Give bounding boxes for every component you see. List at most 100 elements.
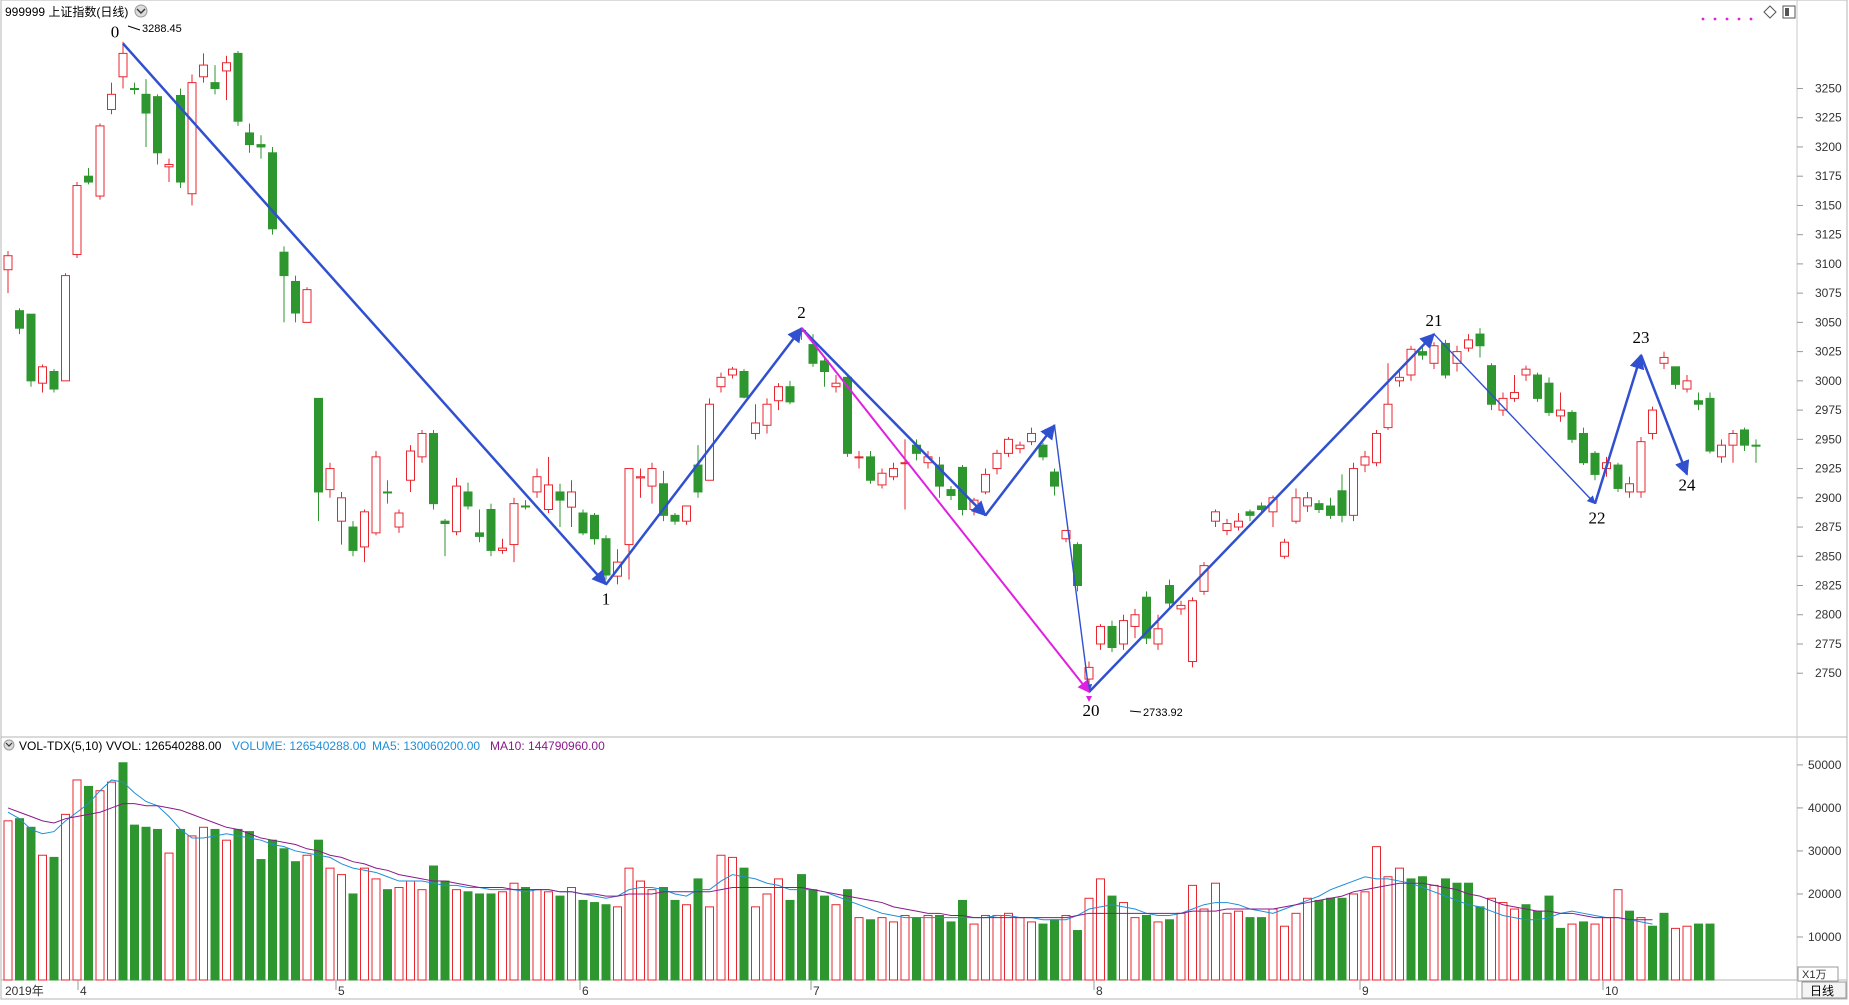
candle bbox=[49, 369, 59, 393]
candle bbox=[1349, 462, 1358, 522]
wave-segment bbox=[1593, 353, 1645, 505]
volume-bar bbox=[636, 880, 645, 981]
volume-bar bbox=[199, 826, 208, 981]
volume-bar bbox=[797, 874, 806, 981]
price-tick-label: 2775 bbox=[1815, 637, 1842, 651]
volume-bar bbox=[1015, 917, 1025, 981]
volume-bar bbox=[889, 921, 898, 981]
candle bbox=[1590, 451, 1600, 481]
candle bbox=[578, 509, 588, 536]
wave-segment bbox=[122, 42, 607, 586]
candle bbox=[371, 451, 381, 536]
candle bbox=[15, 308, 24, 335]
period-button[interactable] bbox=[1801, 981, 1847, 999]
candle bbox=[291, 275, 300, 323]
volume-bar bbox=[1349, 893, 1358, 981]
volume-axis: 50000 40000 30000 20000 10000 bbox=[1797, 758, 1842, 944]
candle bbox=[601, 535, 611, 580]
volume-bar bbox=[555, 895, 565, 981]
price-tick-label: 3000 bbox=[1815, 374, 1842, 388]
volume-bar bbox=[601, 904, 611, 981]
price-tick-label: 3175 bbox=[1815, 169, 1842, 183]
volume-bar bbox=[1222, 912, 1232, 981]
volume-bar bbox=[49, 856, 59, 981]
candle bbox=[1222, 518, 1232, 536]
candle bbox=[762, 398, 772, 434]
title-dropdown-icon[interactable] bbox=[134, 4, 148, 18]
volume-bar bbox=[38, 854, 47, 981]
volume-bar bbox=[866, 919, 875, 981]
candle bbox=[1464, 334, 1473, 352]
candle bbox=[118, 41, 128, 89]
candle bbox=[486, 503, 496, 557]
candle bbox=[1533, 372, 1542, 402]
volume-bar bbox=[1257, 917, 1266, 981]
wave-segment bbox=[1088, 332, 1436, 693]
panel-toggle-icon[interactable] bbox=[1782, 5, 1796, 19]
candle bbox=[1625, 476, 1634, 498]
volume-bar bbox=[1544, 895, 1554, 981]
volume-bar bbox=[992, 914, 1002, 981]
candle bbox=[1130, 608, 1140, 639]
volume-bar bbox=[1153, 921, 1163, 981]
price-tick-label: 2825 bbox=[1815, 579, 1842, 593]
candle bbox=[337, 491, 346, 545]
candle bbox=[1510, 375, 1519, 402]
volume-bar bbox=[233, 828, 243, 981]
ma5-line bbox=[7, 779, 1653, 925]
candle bbox=[95, 123, 105, 200]
indicator-name: VOL-TDX(5,10) bbox=[19, 739, 102, 753]
volume-bar bbox=[371, 878, 381, 981]
volume-bar bbox=[1475, 906, 1485, 981]
price-tick-label: 3050 bbox=[1815, 315, 1842, 329]
volume-tick-label: 50000 bbox=[1808, 758, 1842, 772]
volume-bar bbox=[1073, 930, 1082, 981]
volume-bar bbox=[429, 865, 438, 981]
time-label: 9 bbox=[1362, 984, 1369, 998]
volume-bar bbox=[716, 854, 726, 981]
candle bbox=[889, 462, 898, 481]
price-axis: 3250 3225 3200 3175 3150 3125 3100 3075 3050 3025… bbox=[1797, 81, 1842, 680]
volume-bar bbox=[774, 878, 783, 981]
volume-bar bbox=[1303, 897, 1312, 981]
volume-bar bbox=[854, 917, 864, 981]
candle bbox=[1475, 328, 1485, 358]
volume-bar bbox=[95, 790, 105, 981]
candle bbox=[452, 477, 461, 536]
diamond-icon[interactable] bbox=[1763, 5, 1777, 19]
candle bbox=[1314, 500, 1324, 513]
volume-bar bbox=[222, 839, 231, 981]
indicator-dropdown-icon[interactable] bbox=[3, 739, 15, 751]
volume-bar bbox=[969, 923, 979, 981]
volume-bar bbox=[1659, 912, 1669, 981]
candle bbox=[233, 51, 243, 126]
dotted-line-tool-icon[interactable] bbox=[1701, 17, 1753, 21]
candle bbox=[383, 480, 392, 504]
wave-lines bbox=[122, 42, 1690, 703]
candle bbox=[659, 470, 668, 522]
volume-bar bbox=[762, 893, 772, 981]
volume-bar bbox=[647, 889, 657, 981]
volume-bar bbox=[130, 824, 139, 981]
candle bbox=[1372, 429, 1381, 467]
price-tick-label: 2925 bbox=[1815, 462, 1842, 476]
volume-bar bbox=[877, 917, 887, 981]
volume-bar bbox=[544, 891, 553, 981]
high-value-label: 3288.45 bbox=[142, 23, 182, 35]
volume-bar bbox=[1176, 912, 1186, 981]
candle bbox=[164, 158, 174, 183]
wave-label-21: 21 bbox=[1426, 311, 1443, 330]
volume-bar bbox=[1533, 910, 1542, 981]
candle bbox=[1751, 439, 1761, 463]
candle bbox=[1671, 366, 1680, 390]
candle bbox=[590, 513, 599, 545]
volume-bar bbox=[567, 887, 576, 981]
candle bbox=[325, 462, 335, 498]
volume-bar bbox=[1648, 925, 1657, 981]
low-value-label: 2733.92 bbox=[1143, 707, 1183, 719]
price-tick-label: 2800 bbox=[1815, 608, 1842, 622]
price-tick-label: 2875 bbox=[1815, 520, 1842, 534]
wave-label-0: 0 bbox=[111, 23, 120, 42]
candle bbox=[728, 366, 737, 379]
